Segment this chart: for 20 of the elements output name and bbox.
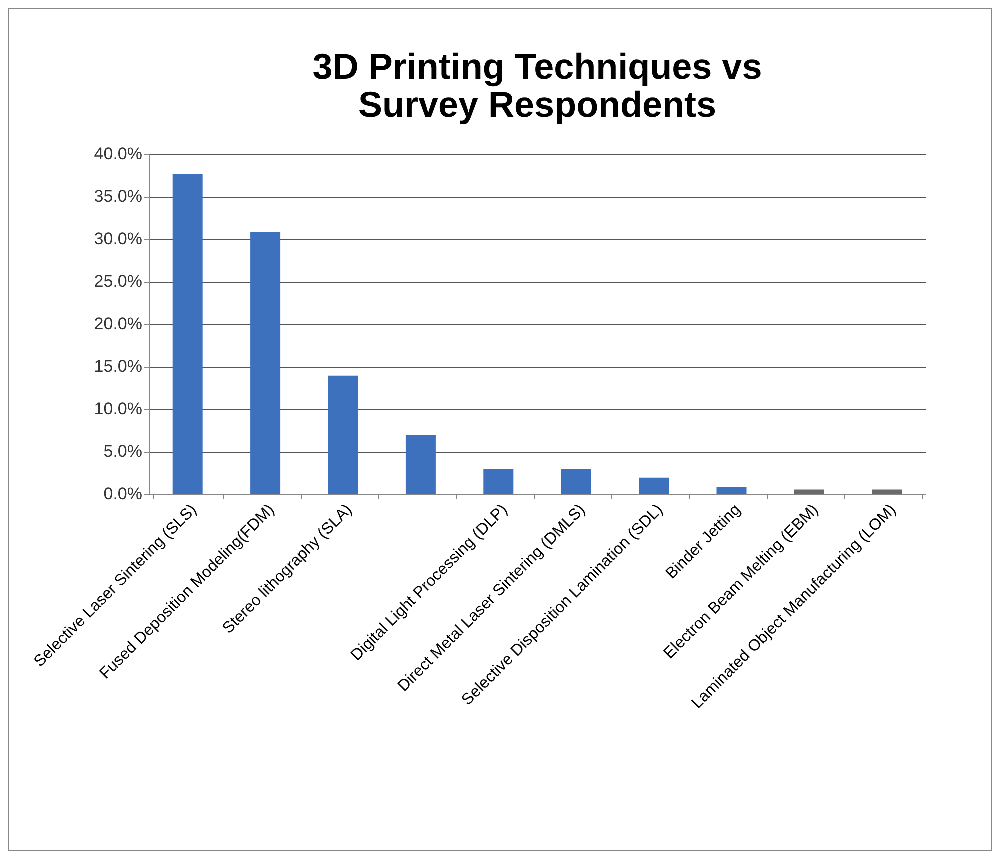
chart-title: 3D Printing Techniques vs Survey Respondents [312, 46, 762, 125]
bar [716, 487, 747, 494]
bar [172, 174, 203, 494]
y-tick-label: 15.0% [94, 357, 142, 376]
y-tick-label: 10.0% [94, 400, 142, 418]
y-tick-label: 25.0% [94, 272, 142, 291]
y-tick-label: 0.0% [104, 484, 142, 504]
y-tick-label: 40.0% [94, 144, 142, 164]
bar [406, 435, 436, 494]
bar [250, 232, 281, 494]
bar [328, 376, 358, 494]
y-tick-label: 35.0% [94, 187, 142, 206]
bar [484, 469, 514, 494]
bar [561, 469, 592, 494]
bar [872, 490, 902, 494]
y-tick-label: 30.0% [94, 230, 142, 248]
y-tick-label: 20.0% [94, 314, 142, 334]
bar [794, 490, 824, 494]
y-tick-label: 5.0% [104, 442, 142, 461]
bar [639, 478, 670, 494]
